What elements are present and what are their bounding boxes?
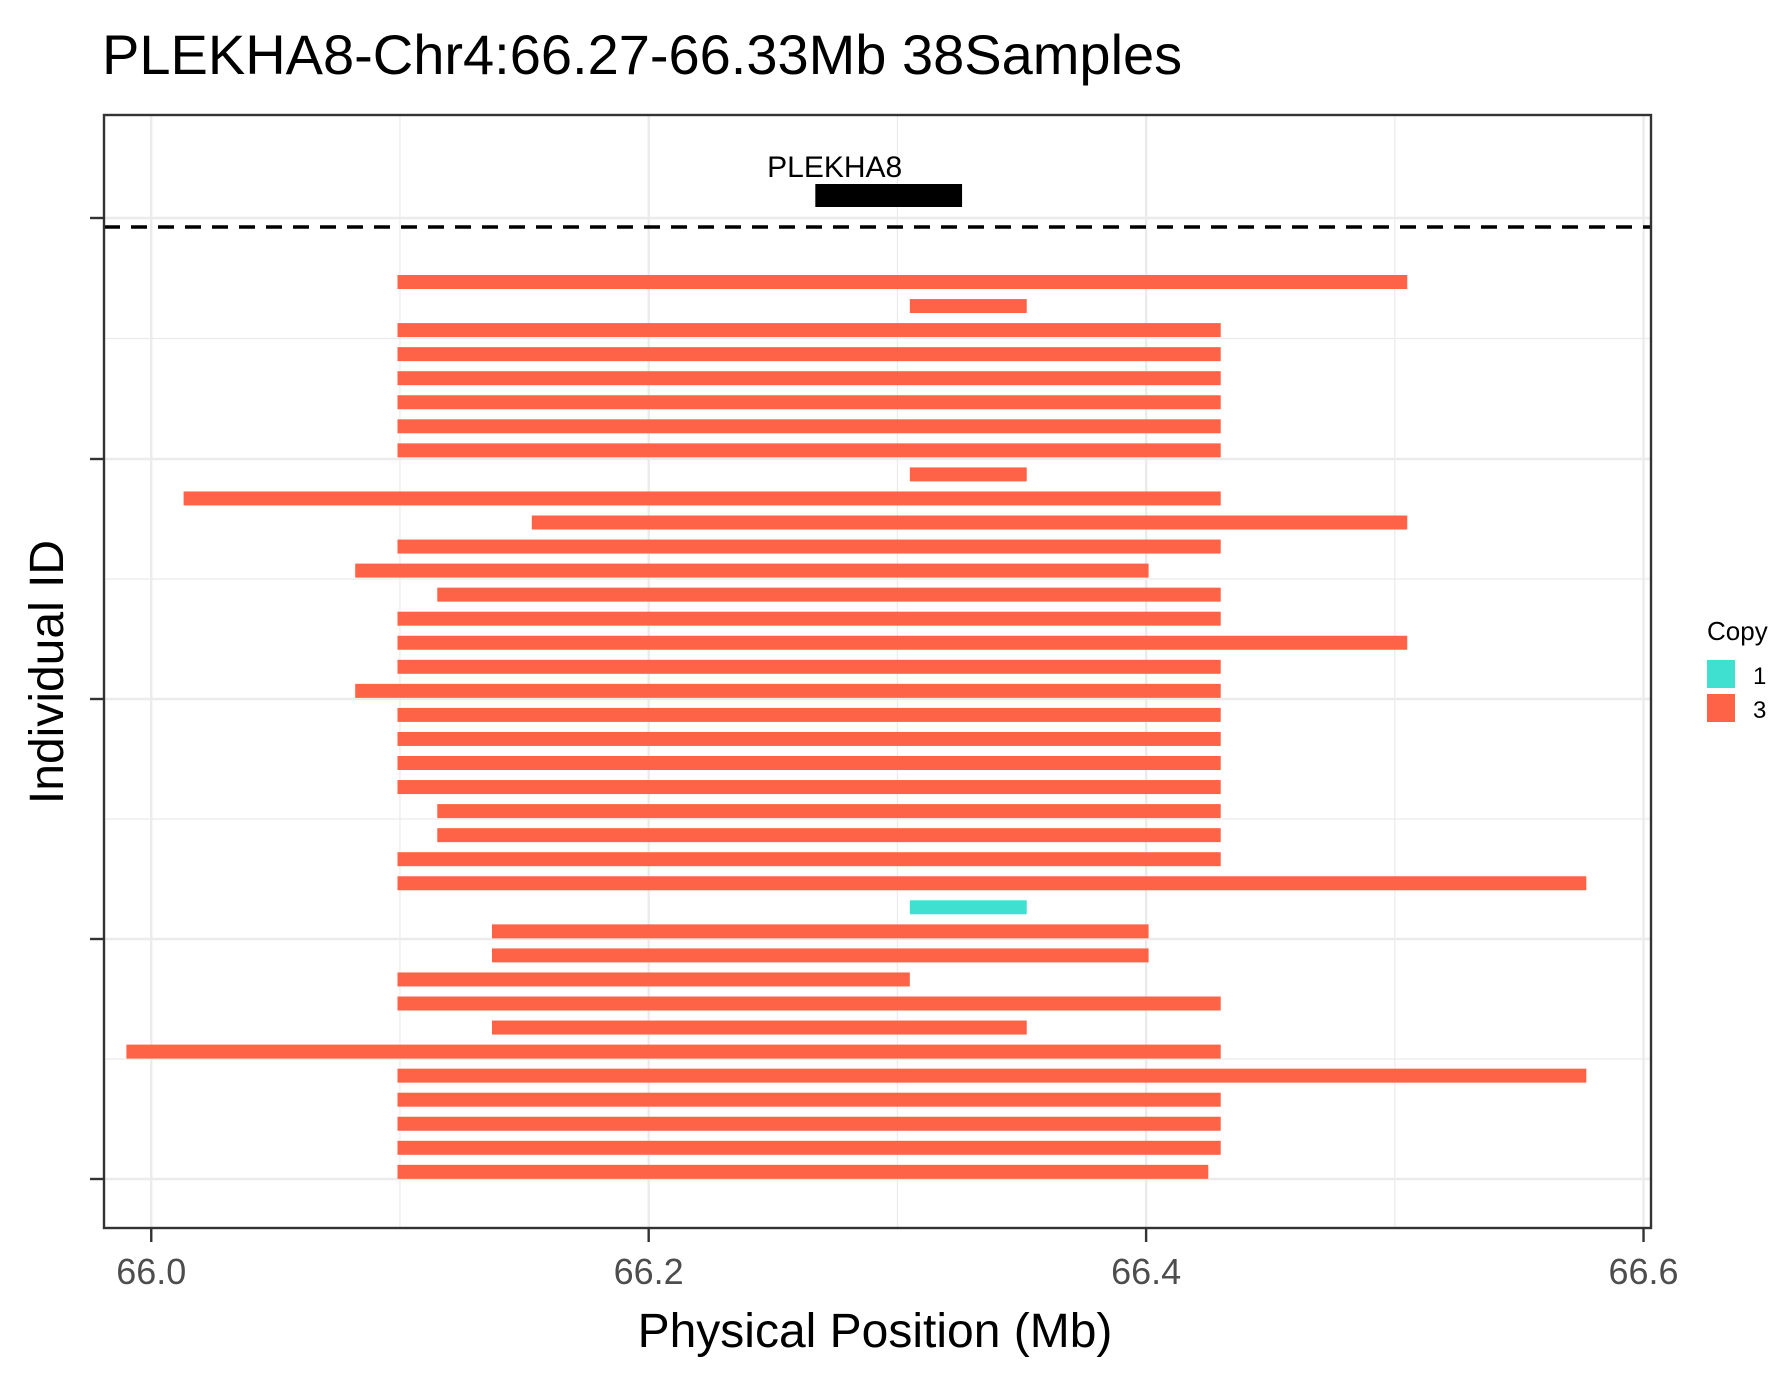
cnv-segment-bar <box>397 371 1221 386</box>
legend: Copy 1 3 <box>1707 616 1768 724</box>
y-axis-title: Individual ID <box>21 540 74 804</box>
x-tick-label: 66.6 <box>1608 1251 1678 1292</box>
cnv-segment-bar <box>397 852 1221 867</box>
cnv-segment-bar <box>397 635 1408 650</box>
cnv-segment-bar <box>397 1164 1209 1179</box>
cnv-segment-bar <box>355 683 1221 698</box>
cnv-segment-bar <box>397 780 1221 795</box>
cnv-segment-bar <box>491 924 1149 939</box>
cnv-segment-bar <box>909 467 1027 482</box>
cnv-segment-bar <box>397 1068 1587 1083</box>
cnv-segment-bar <box>491 1020 1027 1035</box>
plot-area: PLEKHA8 66.0 66.2 66.4 66.6 <box>90 113 1679 1292</box>
cnv-segment-bar <box>531 515 1408 530</box>
cnv-segment-bar <box>437 587 1221 602</box>
x-tick-label: 66.2 <box>614 1251 684 1292</box>
legend-label-copy-3: 3 <box>1753 697 1766 724</box>
cnv-segment-bar <box>397 419 1221 434</box>
cnv-segment-bar <box>397 1092 1221 1107</box>
legend-key-copy-1 <box>1707 660 1735 688</box>
panel-border <box>102 113 1653 1230</box>
legend-title: Copy <box>1707 616 1768 646</box>
cnv-segment-bar <box>397 731 1221 746</box>
cnv-segment-bar <box>397 1140 1221 1155</box>
cnv-segment-bar <box>491 948 1149 963</box>
cnv-segment-bar <box>909 299 1027 314</box>
cnv-segment-bar <box>397 539 1221 554</box>
cnv-segment-bar <box>397 876 1587 891</box>
gene-label: PLEKHA8 <box>767 151 902 184</box>
cnv-segment-bar <box>397 659 1221 674</box>
cnv-segment-bar <box>397 1116 1221 1131</box>
cnv-segment-bar <box>437 804 1221 819</box>
cnv-segment-bar <box>397 996 1221 1011</box>
cnv-segment-bar <box>437 828 1221 843</box>
x-tick-label: 66.0 <box>116 1251 186 1292</box>
cnv-segment-bar <box>397 323 1221 338</box>
cnv-segment-bar <box>397 756 1221 770</box>
cnv-segment-bar <box>397 972 910 987</box>
cnv-segment-bar <box>397 611 1221 626</box>
cnv-segment-bar <box>397 347 1221 362</box>
x-tick-label: 66.4 <box>1111 1251 1181 1292</box>
cnv-segment-bar <box>397 275 1408 289</box>
legend-label-copy-1: 1 <box>1753 663 1766 690</box>
cnv-segment-bar <box>183 491 1221 506</box>
cnv-segment-bar <box>126 1044 1221 1059</box>
legend-key-copy-3 <box>1707 694 1735 722</box>
cnv-segment-bar <box>397 443 1221 458</box>
x-axis-title: Physical Position (Mb) <box>638 1305 1113 1358</box>
cnv-segment-bar <box>355 563 1149 578</box>
cnv-segment-bar <box>397 707 1221 722</box>
gene-box <box>815 184 963 207</box>
cnv-segment-bar <box>909 900 1027 915</box>
cnv-segment-bar <box>397 395 1221 410</box>
chart-title: PLEKHA8-Chr4:66.27-66.33Mb 38Samples <box>102 23 1182 86</box>
